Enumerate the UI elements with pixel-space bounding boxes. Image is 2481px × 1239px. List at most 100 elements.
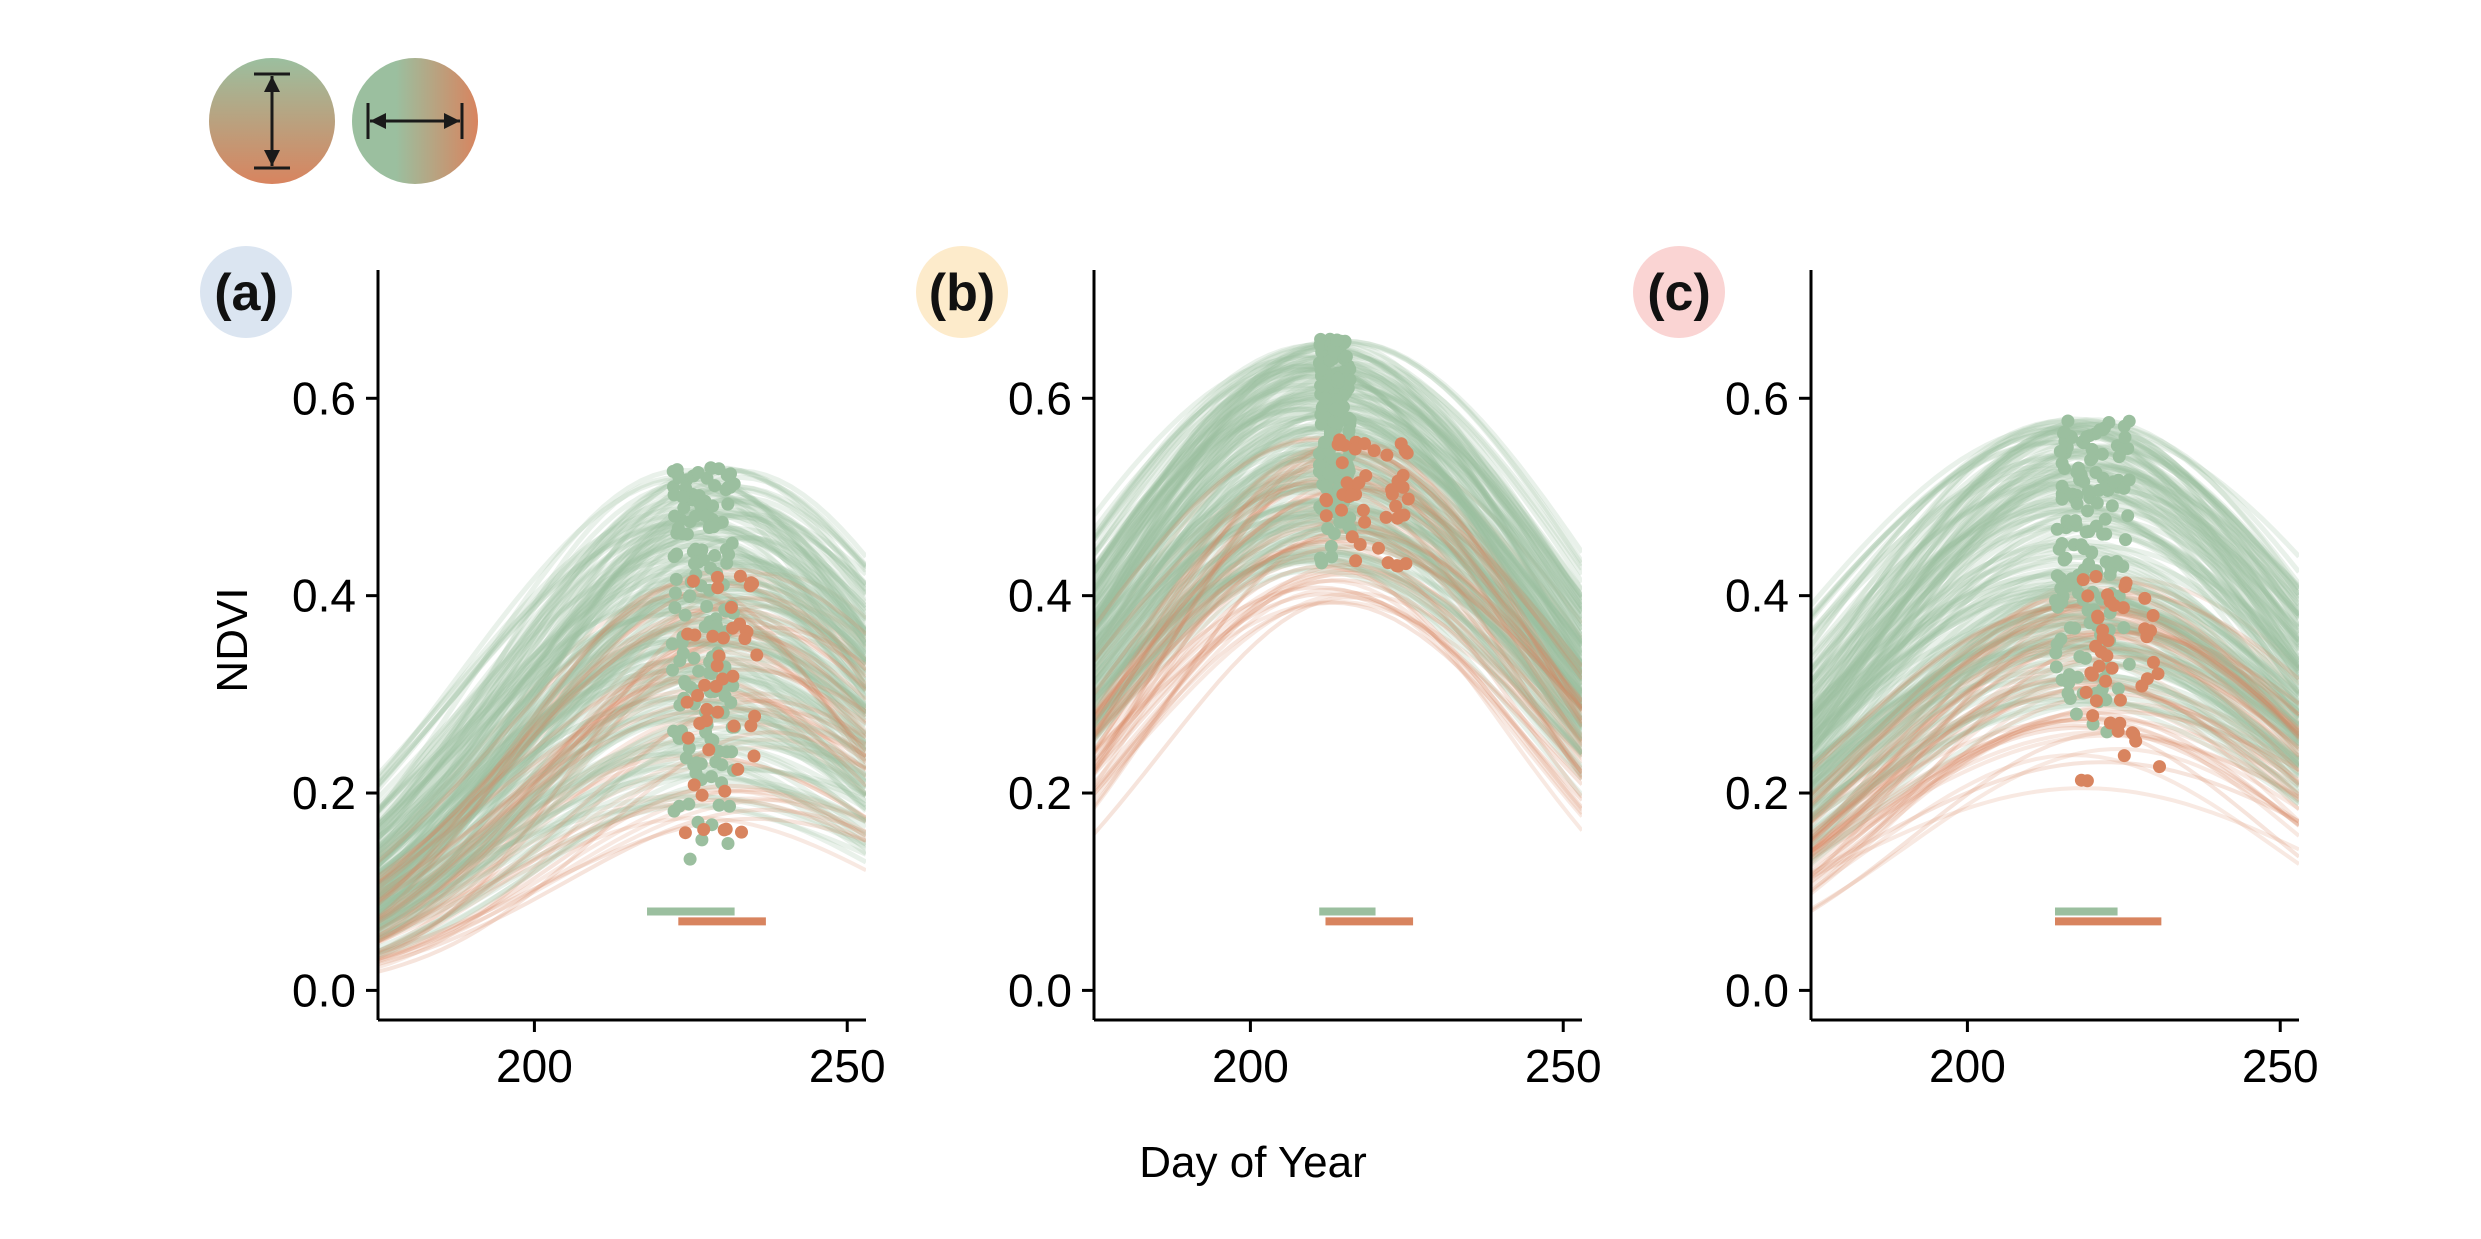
data-point bbox=[733, 569, 747, 583]
ndvi-curve bbox=[1811, 716, 2299, 852]
data-point bbox=[680, 695, 694, 709]
ndvi-curve bbox=[378, 765, 866, 959]
ndvi-curve bbox=[378, 589, 866, 915]
ndvi-curve bbox=[1811, 692, 2299, 809]
data-point bbox=[721, 837, 735, 850]
ndvi-curve bbox=[1811, 484, 2299, 684]
ndvi-curve bbox=[378, 558, 866, 889]
ndvi-curve bbox=[378, 576, 866, 878]
ndvi-curve bbox=[1811, 716, 2299, 846]
data-point bbox=[2073, 650, 2087, 664]
data-point bbox=[711, 570, 724, 584]
ndvi-curve bbox=[1811, 424, 2299, 685]
ndvi-curve bbox=[378, 678, 866, 891]
ndvi-curve bbox=[378, 639, 866, 940]
ndvi-curve bbox=[378, 716, 866, 896]
ndvi-curve bbox=[378, 672, 866, 915]
ndvi-curve bbox=[1811, 617, 2299, 822]
ndvi-curve bbox=[1811, 612, 2299, 841]
ndvi-curve bbox=[1811, 418, 2299, 723]
ndvi-curve bbox=[1811, 429, 2299, 735]
ndvi-curve bbox=[378, 494, 866, 897]
data-point bbox=[705, 461, 719, 475]
data-point bbox=[725, 745, 739, 759]
ndvi-curve bbox=[378, 638, 866, 907]
ndvi-curve bbox=[1811, 462, 2299, 726]
ndvi-curve bbox=[1811, 613, 2299, 738]
y-tick-label: 0.0 bbox=[1008, 964, 1072, 1016]
ndvi-curve bbox=[378, 554, 866, 880]
data-point bbox=[2068, 514, 2082, 528]
ndvi-curve bbox=[1094, 352, 1582, 719]
data-point bbox=[735, 825, 748, 839]
data-point bbox=[2063, 621, 2077, 635]
data-point bbox=[1335, 456, 1349, 470]
ndvi-curve bbox=[378, 509, 866, 808]
ndvi-curve bbox=[378, 505, 866, 871]
data-point bbox=[1341, 411, 1355, 425]
ndvi-curve bbox=[1811, 427, 2299, 745]
ndvi-curve bbox=[378, 660, 866, 879]
ndvi-curve bbox=[1094, 560, 1582, 756]
ndvi-curve bbox=[378, 778, 866, 958]
ndvi-curve bbox=[1811, 622, 2299, 823]
ndvi-curve bbox=[378, 635, 866, 899]
data-point bbox=[711, 705, 725, 719]
data-point bbox=[670, 727, 684, 741]
ndvi-curve bbox=[378, 510, 866, 828]
ndvi-curve bbox=[378, 543, 866, 813]
data-point bbox=[682, 741, 696, 755]
ndvi-curve bbox=[378, 750, 866, 922]
data-point bbox=[738, 632, 752, 646]
ndvi-curve bbox=[1811, 468, 2299, 671]
ndvi-curve bbox=[1811, 613, 2299, 796]
data-point bbox=[747, 749, 761, 763]
y-tick-label: 0.4 bbox=[1008, 570, 1072, 622]
ndvi-curve bbox=[1094, 553, 1582, 797]
ndvi-curve bbox=[1811, 606, 2299, 824]
ndvi-curve bbox=[378, 476, 866, 867]
ndvi-curve bbox=[378, 655, 866, 931]
ndvi-curve bbox=[378, 698, 866, 954]
ndvi-curve bbox=[1811, 492, 2299, 715]
data-point bbox=[712, 744, 726, 758]
data-point bbox=[2049, 646, 2063, 660]
data-point bbox=[1339, 350, 1353, 363]
ndvi-curve bbox=[1094, 558, 1582, 754]
ndvi-curve bbox=[378, 605, 866, 827]
data-point bbox=[2122, 657, 2136, 671]
ndvi-curve bbox=[1811, 480, 2299, 763]
data-point bbox=[1331, 372, 1345, 386]
ndvi-curve bbox=[378, 484, 866, 905]
ndvi-curve bbox=[378, 574, 866, 814]
y-tick-label: 0.0 bbox=[1725, 964, 1789, 1016]
ndvi-curve bbox=[378, 606, 866, 885]
ndvi-curve bbox=[378, 583, 866, 903]
ndvi-curve bbox=[378, 594, 866, 827]
ndvi-curve bbox=[1811, 622, 2299, 782]
point-group bbox=[2049, 414, 2166, 788]
data-point bbox=[1314, 363, 1328, 377]
data-point bbox=[723, 799, 736, 813]
ndvi-curve bbox=[378, 743, 866, 955]
ndvi-curve bbox=[378, 764, 866, 908]
ndvi-curve bbox=[1811, 677, 2299, 841]
ndvi-curve bbox=[1811, 753, 2299, 891]
data-point bbox=[683, 852, 697, 866]
ndvi-curve bbox=[1811, 436, 2299, 710]
ndvi-curve bbox=[378, 554, 866, 831]
data-point bbox=[702, 521, 716, 534]
ndvi-curve bbox=[1811, 465, 2299, 704]
ndvi-curve bbox=[1811, 698, 2299, 829]
data-point bbox=[2080, 430, 2094, 444]
ndvi-curve bbox=[378, 532, 866, 841]
ndvi-curve bbox=[378, 521, 866, 777]
data-point bbox=[668, 509, 682, 523]
ndvi-curve bbox=[1811, 426, 2299, 718]
ndvi-curve bbox=[378, 722, 866, 926]
ndvi-curve bbox=[378, 561, 866, 890]
ndvi-curve bbox=[378, 519, 866, 787]
ndvi-curve bbox=[1094, 564, 1582, 812]
ndvi-curve bbox=[378, 635, 866, 855]
ndvi-curve bbox=[378, 592, 866, 917]
